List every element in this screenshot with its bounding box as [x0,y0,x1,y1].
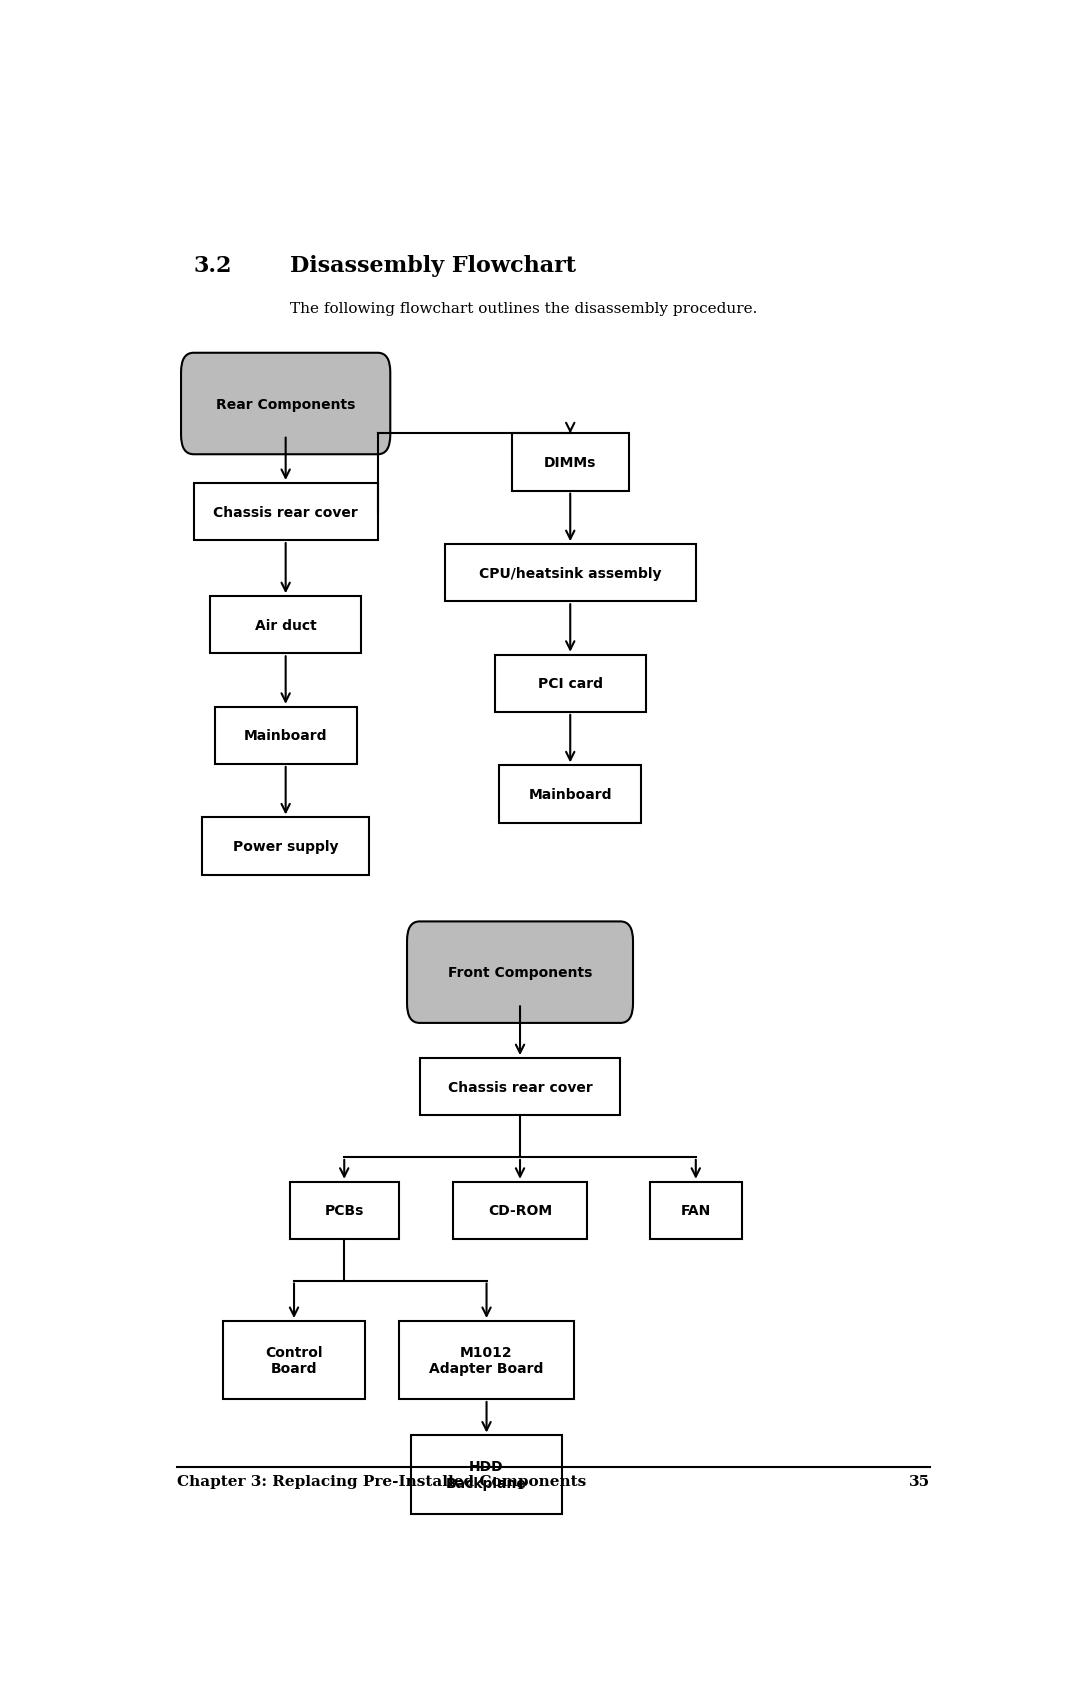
FancyBboxPatch shape [399,1321,575,1398]
FancyBboxPatch shape [495,655,646,713]
Text: 3.2: 3.2 [193,255,232,277]
FancyBboxPatch shape [211,596,361,654]
FancyBboxPatch shape [650,1182,742,1240]
FancyBboxPatch shape [499,765,642,823]
Text: PCI card: PCI card [538,677,603,691]
Text: Power supply: Power supply [233,839,338,853]
Text: Chassis rear cover: Chassis rear cover [447,1079,593,1094]
FancyBboxPatch shape [411,1436,562,1513]
Text: PCBs: PCBs [325,1204,364,1218]
Text: Control
Board: Control Board [266,1344,323,1375]
Text: Front Components: Front Components [448,966,592,980]
FancyBboxPatch shape [181,353,390,454]
FancyBboxPatch shape [407,922,633,1024]
FancyBboxPatch shape [215,708,356,765]
FancyBboxPatch shape [454,1182,588,1240]
Text: 35: 35 [909,1474,930,1488]
Text: Rear Components: Rear Components [216,397,355,410]
Text: M1012
Adapter Board: M1012 Adapter Board [430,1344,543,1375]
Text: HDD
Backplane: HDD Backplane [446,1459,527,1490]
FancyBboxPatch shape [202,817,369,875]
Text: Mainboard: Mainboard [244,730,327,743]
FancyBboxPatch shape [512,434,629,491]
Text: Air duct: Air duct [255,618,316,632]
Text: FAN: FAN [680,1204,711,1218]
FancyBboxPatch shape [420,1059,620,1116]
FancyBboxPatch shape [222,1321,365,1398]
Text: CD-ROM: CD-ROM [488,1204,552,1218]
Text: The following flowchart outlines the disassembly procedure.: The following flowchart outlines the dis… [289,302,757,316]
Text: Chapter 3: Replacing Pre-Installed Components: Chapter 3: Replacing Pre-Installed Compo… [177,1474,586,1488]
FancyBboxPatch shape [289,1182,399,1240]
FancyBboxPatch shape [193,483,378,540]
Text: Mainboard: Mainboard [528,787,612,801]
Text: DIMMs: DIMMs [544,456,596,470]
Text: CPU/heatsink assembly: CPU/heatsink assembly [480,566,661,581]
Text: Disassembly Flowchart: Disassembly Flowchart [289,255,576,277]
Text: Chassis rear cover: Chassis rear cover [213,505,359,519]
FancyBboxPatch shape [445,546,696,601]
